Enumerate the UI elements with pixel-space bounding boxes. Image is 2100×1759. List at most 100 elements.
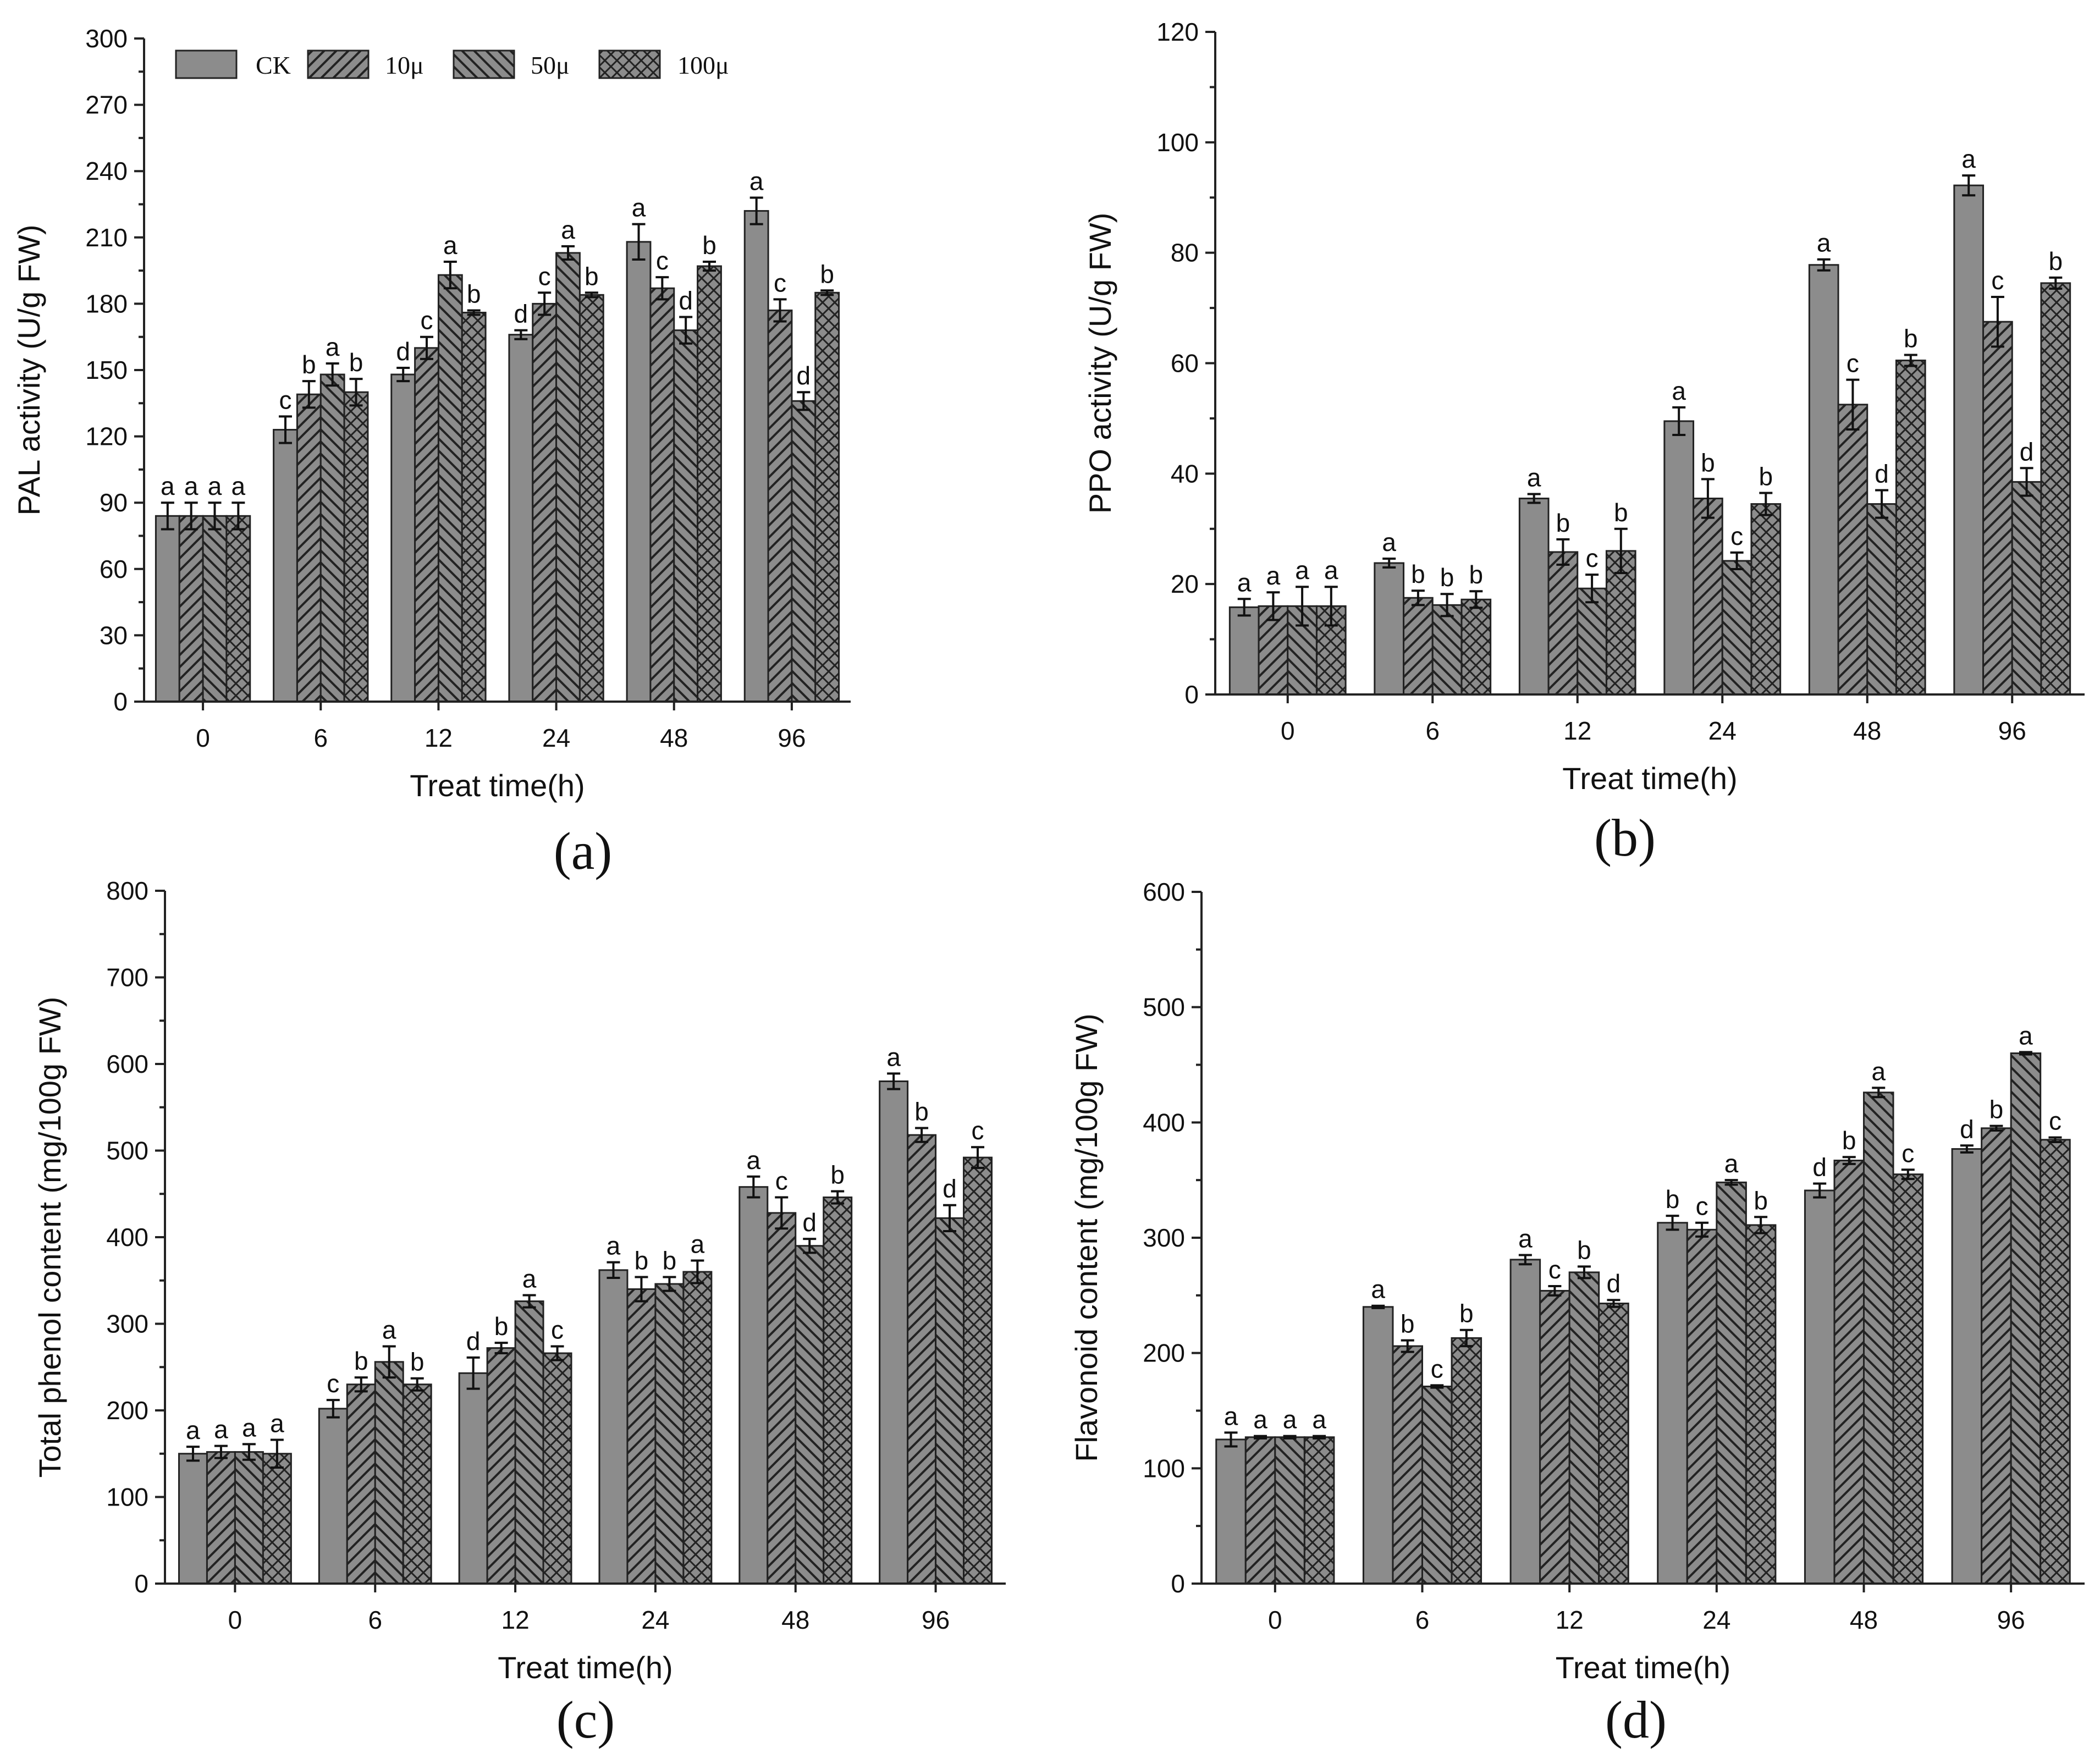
legend-item-100u: 100μ — [598, 49, 729, 79]
significance-letter: d — [514, 300, 528, 328]
error-bar — [1469, 590, 1483, 609]
y-tick-label: 0 — [134, 1569, 148, 1598]
bar-100μ-48h — [1892, 1173, 1924, 1585]
significance-letter: a — [1295, 556, 1309, 585]
significance-letter: d — [802, 1208, 817, 1237]
error-bar — [679, 316, 693, 345]
bar-10μ-6h — [346, 1383, 376, 1585]
significance-letter: d — [797, 361, 811, 390]
error-bar — [443, 261, 457, 290]
y-axis-title: PAL activity (U/g FW) — [12, 225, 46, 516]
error-bar — [971, 1146, 985, 1169]
bar-10μ-24h — [1693, 498, 1723, 696]
error-bar — [1614, 527, 1628, 575]
bar-CK-12h — [1509, 1259, 1541, 1585]
bar-100μ-96h — [814, 291, 840, 703]
significance-letter: b — [1411, 560, 1425, 588]
bar-10μ-24h — [626, 1288, 657, 1585]
bar-10μ-6h — [1403, 597, 1434, 696]
error-bar — [1872, 1087, 1886, 1099]
significance-letter: a — [186, 1416, 200, 1444]
x-tick-label: 6 — [368, 1606, 382, 1634]
legend-item-10u: 10μ — [307, 49, 424, 79]
significance-letter: a — [242, 1413, 256, 1442]
error-bar — [354, 1376, 368, 1393]
y-tick-label: 60 — [1171, 349, 1199, 378]
error-bar — [1817, 258, 1831, 272]
x-tick-label: 96 — [1997, 1606, 2025, 1634]
bar-50μ-96h — [791, 400, 817, 703]
significance-letter: a — [208, 472, 222, 500]
bar-100μ-48h — [697, 265, 722, 703]
significance-letter: c — [1696, 1192, 1708, 1221]
error-bar — [550, 1345, 564, 1361]
significance-letter: b — [1754, 1186, 1768, 1215]
panel-a-pal-activity-chart: acddaaabccccaaaaddabbbbb0306090120150180… — [12, 24, 851, 880]
x-tick-label: 24 — [641, 1606, 669, 1634]
error-bar — [1842, 1156, 1856, 1165]
significance-letter: d — [1607, 1269, 1621, 1298]
bar-10μ-12h — [1547, 551, 1579, 696]
error-bar — [915, 1127, 929, 1143]
significance-letter: a — [1672, 377, 1686, 405]
y-tick-label: 210 — [85, 223, 128, 252]
error-bar — [803, 1238, 817, 1254]
error-bar — [775, 1196, 789, 1230]
bar-CK-0h — [1215, 1438, 1247, 1585]
bar-CK-24h — [1657, 1222, 1688, 1585]
bar-50μ-48h — [673, 329, 699, 703]
error-bar — [1724, 1179, 1738, 1186]
significance-letter: d — [1960, 1115, 1974, 1143]
panel-label: (d) — [1605, 1690, 1667, 1749]
bar-100μ-96h — [2040, 1139, 2071, 1585]
x-tick-label: 24 — [542, 724, 570, 752]
x-tick-label: 0 — [228, 1606, 242, 1634]
error-bar — [1313, 1435, 1326, 1440]
bar-100μ-24h — [682, 1271, 713, 1585]
bar-10μ-6h — [296, 393, 322, 703]
error-bar — [1813, 1182, 1827, 1199]
significance-letter: a — [522, 1265, 537, 1293]
error-bar — [1666, 1215, 1679, 1231]
bar-10μ-0h — [1244, 1436, 1276, 1585]
significance-letter: d — [679, 286, 693, 315]
error-bar — [270, 1438, 284, 1469]
significance-letter: b — [1469, 560, 1484, 589]
bar-10μ-48h — [767, 1212, 797, 1585]
panel-d-flavonoid-chart: aaabddabccbbacbaaaabdbcc0100200300400500… — [1069, 878, 2085, 1749]
error-bar — [214, 1444, 228, 1459]
error-bar — [349, 378, 363, 407]
significance-letter: c — [327, 1369, 339, 1398]
significance-letter: a — [691, 1230, 705, 1259]
bar-10μ-0h — [206, 1451, 236, 1585]
x-tick-label: 0 — [196, 724, 210, 752]
significance-letter: b — [830, 1161, 845, 1189]
error-bar — [1382, 557, 1396, 569]
significance-letter: a — [747, 1146, 761, 1174]
error-bar — [326, 1399, 340, 1419]
y-tick-label: 700 — [106, 963, 148, 992]
significance-letter: a — [1371, 1275, 1385, 1304]
y-axis-title: Total phenol content (mg/100g FW) — [32, 997, 67, 1478]
x-tick-label: 96 — [1998, 716, 2026, 745]
x-tick-label: 6 — [313, 724, 328, 752]
error-bar — [186, 1446, 200, 1462]
error-bar — [1440, 593, 1454, 617]
error-bar — [1254, 1435, 1267, 1440]
y-tick-label: 200 — [1143, 1339, 1185, 1368]
x-tick-label: 48 — [1853, 716, 1881, 745]
bar-100μ-96h — [963, 1156, 993, 1585]
error-bar — [2020, 467, 2033, 497]
significance-letter: a — [1382, 528, 1396, 556]
error-bar — [1556, 538, 1570, 566]
bar-100μ-24h — [578, 294, 604, 703]
bar-50μ-6h — [1431, 604, 1463, 696]
error-bar — [1960, 1144, 1974, 1154]
error-bar — [561, 245, 575, 261]
bar-50μ-12h — [1577, 587, 1607, 696]
y-tick-label: 500 — [1143, 993, 1185, 1022]
significance-letter: d — [1812, 1153, 1827, 1181]
error-bar — [1991, 296, 2004, 348]
x-tick-label: 12 — [501, 1606, 529, 1634]
